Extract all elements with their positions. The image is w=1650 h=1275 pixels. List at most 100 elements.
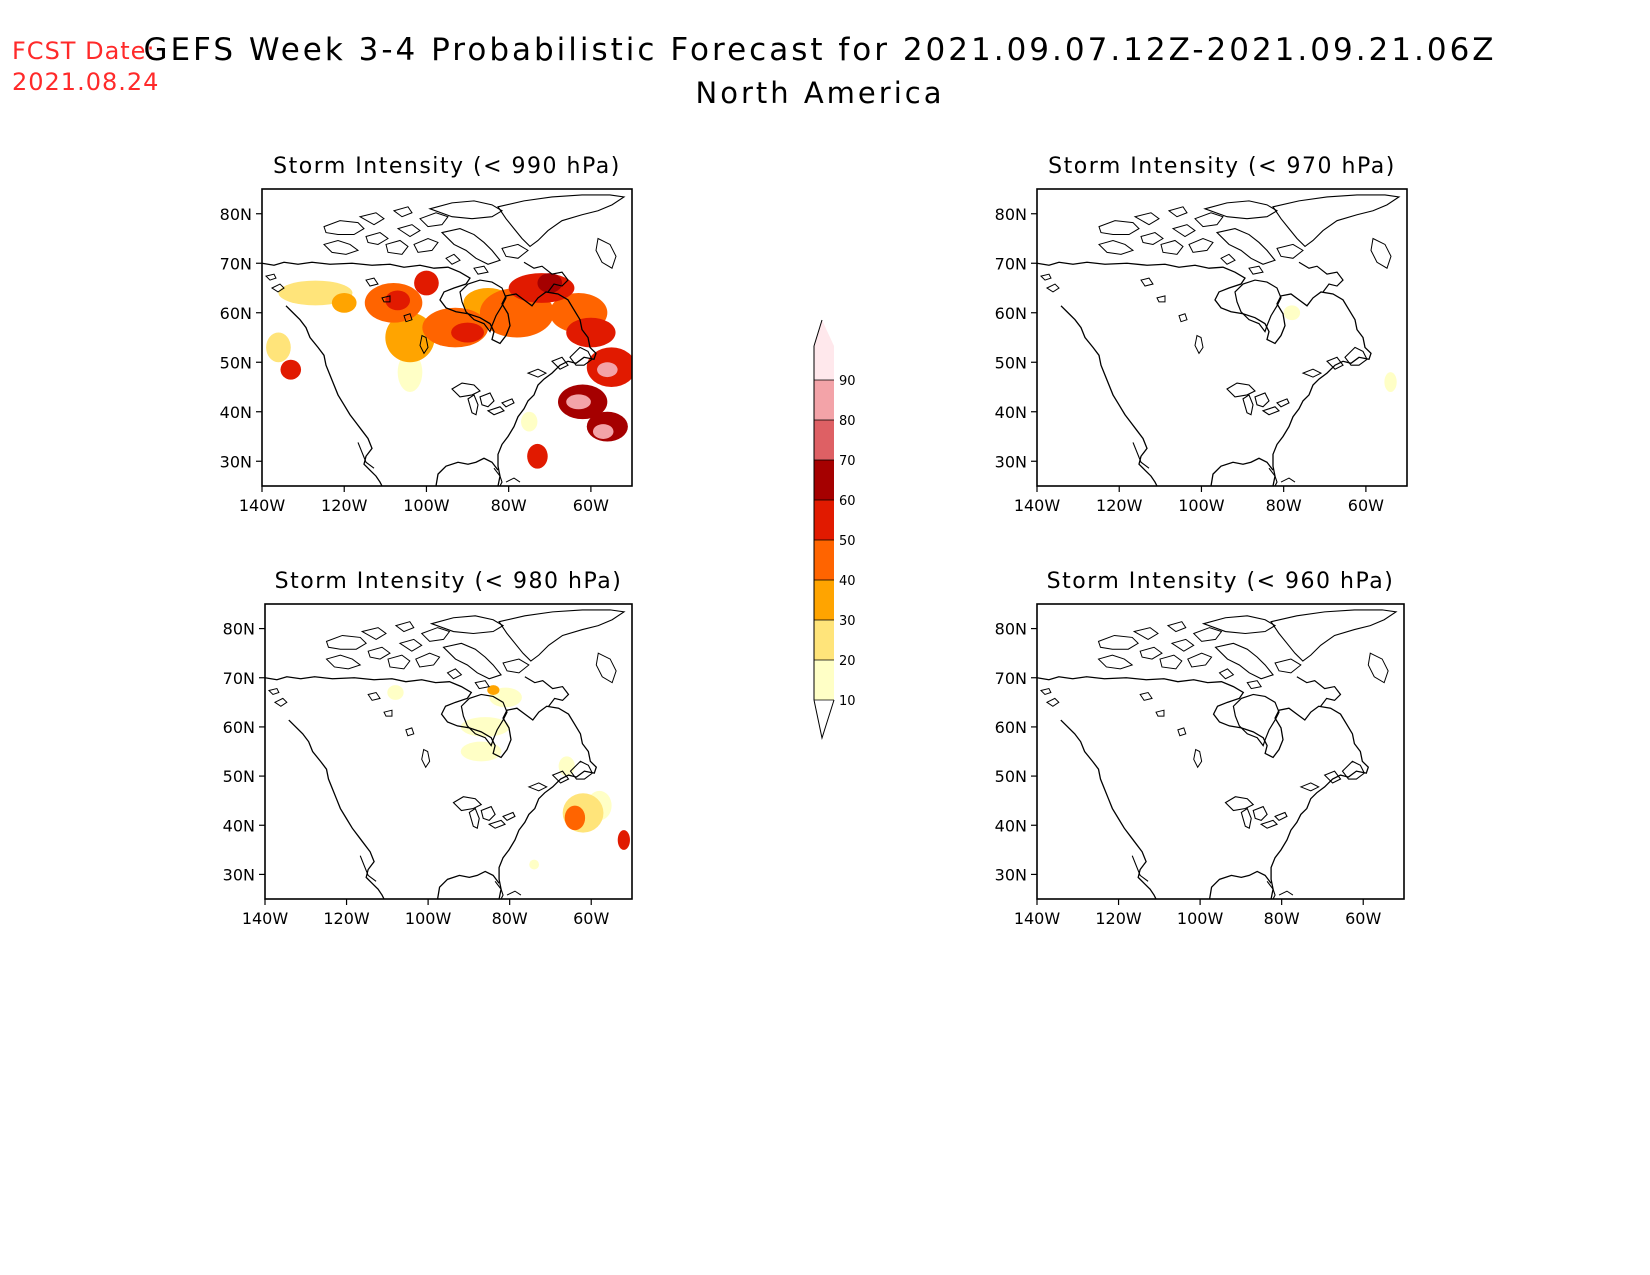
lat-tick-label: 40N (995, 816, 1027, 835)
colorbar-label: 60 (839, 494, 856, 509)
panel-frame (1036, 603, 1405, 900)
panel-title: Storm Intensity (< 990 hPa) (273, 154, 621, 179)
probability-cell (592, 424, 614, 439)
figure-title: GEFS Week 3-4 Probabilistic Forecast for… (143, 32, 1497, 68)
lon-tick-label: 60W (573, 909, 609, 928)
colorbar-segment (814, 320, 834, 380)
lat-tick-label: 60N (995, 304, 1027, 323)
lat-tick-label: 40N (995, 403, 1027, 422)
lon-tick-label: 120W (1096, 496, 1143, 515)
lat-tick-label: 40N (223, 816, 255, 835)
lat-tick-label: 80N (995, 205, 1027, 224)
probability-cell (414, 270, 439, 296)
lon-tick-label: 80W (1264, 909, 1300, 928)
lat-tick-label: 50N (995, 353, 1027, 372)
lon-tick-label: 140W (1014, 496, 1061, 515)
colorbar-label: 50 (839, 534, 856, 549)
lon-tick-label: 80W (491, 496, 527, 515)
panel-frame (264, 603, 633, 900)
probability-shading (1283, 305, 1397, 392)
probability-cell (564, 805, 586, 831)
probability-shading (387, 685, 630, 870)
probability-cell (397, 352, 423, 392)
probability-cell (521, 411, 538, 432)
probability-cell (1384, 372, 1397, 392)
lat-tick-label: 60N (995, 718, 1027, 737)
colorbar-label: 70 (839, 454, 856, 469)
probability-cell (527, 443, 548, 469)
forecast-date-value: 2021.08.24 (12, 68, 160, 96)
lon-tick-label: 100W (1177, 909, 1224, 928)
coastline (1036, 194, 1400, 487)
colorbar-lower-tail (813, 699, 835, 740)
lon-tick-label: 60W (1348, 496, 1384, 515)
panel-frame (261, 188, 633, 487)
probability-cell (451, 322, 484, 343)
lon-tick-label: 140W (1014, 909, 1061, 928)
lat-tick-label: 70N (995, 254, 1027, 273)
colorbar-segment (814, 620, 834, 660)
lat-tick-label: 30N (220, 452, 252, 471)
coastline (264, 609, 625, 900)
figure-subtitle: North America (695, 76, 945, 110)
colorbar-label: 30 (839, 614, 856, 629)
probability-cell (280, 359, 302, 380)
lon-tick-label: 60W (1345, 909, 1381, 928)
colorbar-segment (814, 460, 834, 500)
colorbar-segment (814, 540, 834, 580)
lat-tick-label: 30N (995, 452, 1027, 471)
lat-tick-label: 60N (220, 304, 252, 323)
colorbar-label: 20 (839, 654, 856, 669)
colorbar: 10 20 30 40 50 60 70 80 90 (813, 319, 856, 740)
lon-tick-label: 80W (1266, 496, 1302, 515)
colorbar-label: 40 (839, 574, 856, 589)
lat-tick-label: 60N (223, 718, 255, 737)
lat-tick-label: 50N (995, 767, 1027, 786)
colorbar-segment (814, 420, 834, 460)
probability-cell (266, 332, 291, 363)
forecast-date-label: FCST Date: (12, 37, 156, 65)
colorbar-segment (814, 580, 834, 620)
lon-tick-label: 100W (1178, 496, 1225, 515)
panel-title: Storm Intensity (< 960 hPa) (1047, 569, 1395, 594)
colorbar-label: 80 (839, 414, 856, 429)
colorbar-segment (814, 660, 834, 700)
map-panel-p980: Storm Intensity (< 980 hPa) 30N 40N 50N 60N 7… (223, 569, 633, 928)
map-panel-p990: Storm Intensity (< 990 hPa) 30N 40N 50N 60N 7… (220, 154, 633, 515)
lat-tick-label: 50N (223, 767, 255, 786)
lon-tick-label: 120W (321, 496, 368, 515)
lon-tick-label: 100W (403, 496, 450, 515)
lat-tick-label: 70N (223, 669, 255, 688)
probability-cell (566, 394, 591, 410)
lat-tick-label: 80N (220, 205, 252, 224)
lon-tick-label: 120W (1095, 909, 1142, 928)
probability-cell (487, 685, 500, 695)
map-panel-p970: Storm Intensity (< 970 hPa) 30N 40N 50N 60N 7… (995, 154, 1408, 515)
lon-tick-label: 100W (405, 909, 452, 928)
panel-frame (1036, 188, 1408, 487)
probability-cell (597, 362, 618, 378)
lat-tick-label: 30N (995, 865, 1027, 884)
lat-tick-label: 80N (995, 620, 1027, 639)
lon-tick-label: 60W (573, 496, 609, 515)
probability-cell (529, 859, 540, 870)
lon-tick-label: 140W (239, 496, 286, 515)
panel-title: Storm Intensity (< 980 hPa) (275, 569, 623, 594)
lat-tick-label: 70N (995, 669, 1027, 688)
lat-tick-label: 70N (220, 254, 252, 273)
lat-tick-label: 40N (220, 403, 252, 422)
coastline (1036, 609, 1397, 900)
colorbar-segment (814, 500, 834, 540)
probability-cell (537, 273, 563, 293)
probability-cell (387, 685, 404, 700)
probability-shading (266, 270, 632, 469)
colorbar-label: 90 (839, 374, 856, 389)
lon-tick-label: 140W (242, 909, 289, 928)
probability-cell (566, 317, 616, 348)
lat-tick-label: 80N (223, 620, 255, 639)
lat-tick-label: 50N (220, 353, 252, 372)
lon-tick-label: 120W (323, 909, 370, 928)
lon-tick-label: 80W (492, 909, 528, 928)
probability-cell (331, 292, 357, 313)
